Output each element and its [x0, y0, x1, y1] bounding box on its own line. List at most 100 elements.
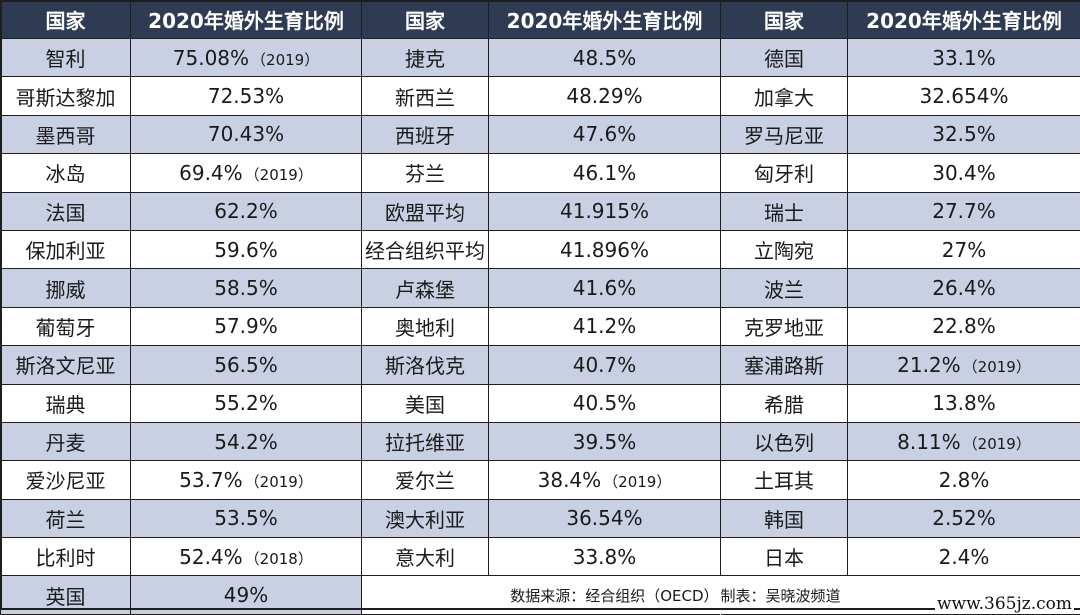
ratio-value: 33.8% [573, 545, 637, 569]
country-cell: 墨西哥 [1, 115, 131, 153]
ratio-value: 53.5% [214, 506, 278, 530]
header-country: 国家 [721, 1, 848, 39]
source-cell-left: 数据来源：经合组织（OECD） [362, 576, 721, 614]
table-row: 英国 49% [1, 576, 362, 614]
ratio-value: 2.8% [939, 468, 990, 492]
table-row: 日本 2.4% [721, 538, 1080, 576]
ratio-value: 8.11% [897, 430, 961, 454]
ratio-value: 70.43% [208, 122, 284, 146]
ratio-cell: 55.2% [131, 384, 362, 422]
country-cell: 智利 [1, 39, 131, 77]
ratio-value: 75.08% [173, 46, 249, 70]
country-cell: 爱沙尼亚 [1, 461, 131, 499]
ratio-cell: 30.4% [848, 154, 1080, 192]
ratio-cell: 40.7% [489, 346, 721, 384]
ratio-value: 2.4% [939, 545, 990, 569]
ratio-cell: 27.7% [848, 192, 1080, 230]
country-cell: 法国 [1, 192, 131, 230]
ratio-value: 53.7% [179, 468, 243, 492]
year-note: （2019） [963, 435, 1031, 453]
table-row: 奥地利 41.2% [362, 307, 721, 345]
country-cell: 奥地利 [362, 307, 489, 345]
header-ratio: 2020年婚外生育比例 [489, 1, 721, 39]
ratio-value: 32.5% [932, 122, 996, 146]
ratio-value: 49% [224, 583, 268, 607]
country-cell: 罗马尼亚 [721, 115, 848, 153]
header-ratio: 2020年婚外生育比例 [131, 1, 362, 39]
ratio-cell: 32.654% [848, 77, 1080, 115]
ratio-cell: 41.915% [489, 192, 721, 230]
country-cell: 葡萄牙 [1, 307, 131, 345]
ratio-cell: 21.2%（2019） [848, 346, 1080, 384]
ratio-value: 56.5% [214, 353, 278, 377]
ratio-value: 47.6% [573, 122, 637, 146]
header-row: 国家 2020年婚外生育比例 [1, 1, 362, 39]
table-row: 荷兰 53.5% [1, 499, 362, 537]
country-cell: 保加利亚 [1, 230, 131, 268]
country-cell: 卢森堡 [362, 269, 489, 307]
ratio-value: 26.4% [932, 276, 996, 300]
ratio-value: 52.4% [179, 545, 243, 569]
ratio-value: 22.8% [932, 314, 996, 338]
ratio-cell: 70.43% [131, 115, 362, 153]
ratio-cell: 59.6% [131, 230, 362, 268]
source-row: 数据来源：经合组织（OECD） [362, 576, 721, 614]
header-country: 国家 [1, 1, 131, 39]
ratio-cell: 49% [131, 576, 362, 614]
country-cell: 波兰 [721, 269, 848, 307]
ratio-cell: 48.5% [489, 39, 721, 77]
ratio-cell: 57.9% [131, 307, 362, 345]
ratio-cell: 62.2% [131, 192, 362, 230]
country-cell: 新西兰 [362, 77, 489, 115]
ratio-cell: 33.8% [489, 538, 721, 576]
ratio-cell: 27% [848, 230, 1080, 268]
country-cell: 德国 [721, 39, 848, 77]
ratio-value: 41.2% [573, 314, 637, 338]
ratio-cell: 54.2% [131, 422, 362, 460]
country-cell: 捷克 [362, 39, 489, 77]
country-cell: 塞浦路斯 [721, 346, 848, 384]
country-cell: 丹麦 [1, 422, 131, 460]
ratio-value: 41.6% [573, 276, 637, 300]
ratio-cell: 53.5% [131, 499, 362, 537]
ratio-cell: 53.7%（2019） [131, 461, 362, 499]
ratio-cell: 36.54% [489, 499, 721, 537]
ratio-cell: 2.52% [848, 499, 1080, 537]
ratio-cell: 26.4% [848, 269, 1080, 307]
table-row: 卢森堡 41.6% [362, 269, 721, 307]
country-cell: 英国 [1, 576, 131, 614]
table-row: 墨西哥 70.43% [1, 115, 362, 153]
ratio-value: 27.7% [932, 199, 996, 223]
ratio-cell: 75.08%（2019） [131, 39, 362, 77]
country-cell: 土耳其 [721, 461, 848, 499]
ratio-value: 32.654% [920, 84, 1009, 108]
credit-text: 制表：吴晓波频道 [721, 587, 841, 605]
country-cell: 比利时 [1, 538, 131, 576]
country-cell: 荷兰 [1, 499, 131, 537]
ratio-value: 27% [942, 238, 986, 262]
country-cell: 日本 [721, 538, 848, 576]
